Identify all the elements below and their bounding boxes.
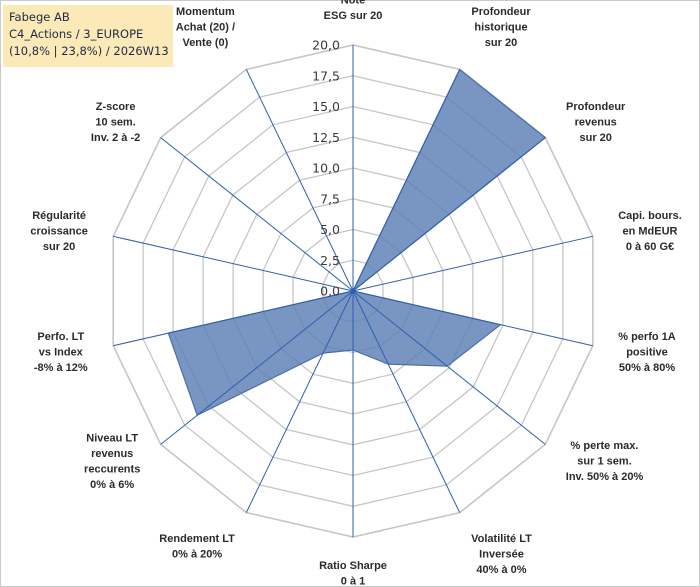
tick-label: 20,0 [312, 38, 340, 53]
axis-spoke [245, 69, 354, 292]
tick-label: 15,0 [312, 99, 340, 114]
chart-title-company: Fabege AB [9, 10, 70, 24]
axis-label: Z-score 10 sem. Inv. 2 à -2 [91, 101, 140, 144]
tick-label: 0,0 [320, 284, 340, 299]
axis-spoke [352, 137, 546, 292]
axis-label: Niveau LT revenus reccurents 0% à 6% [84, 432, 140, 491]
axis-spoke [160, 137, 354, 292]
axis-spoke [352, 69, 461, 292]
axis-spoke [113, 235, 354, 292]
axis-label: Volatilité LT Inversée 40% à 0% [471, 533, 532, 576]
tick-label: 12,5 [312, 130, 340, 145]
tick-layer: 0,0 2,5 5,0 7,5 10,0 12,5 15,0 17,5 20,0 [312, 38, 340, 299]
axis-spoke [352, 290, 593, 347]
axis-label: % perte max. sur 1 sem. Inv. 50% à 20% [566, 440, 644, 483]
axis-spoke [113, 290, 354, 347]
chart-title-stats: (10,8% | 23,8%) / 2026W13 [9, 44, 169, 58]
axis-spoke [352, 290, 461, 513]
axis-spoke [352, 290, 546, 445]
spoke-layer [113, 45, 593, 537]
tick-label: 10,0 [312, 161, 340, 176]
axis-spoke [160, 290, 354, 445]
tick-label: 5,0 [320, 222, 340, 237]
chart-title-box: Fabege AB C4_Actions / 3_EUROPE (10,8% |… [3, 5, 173, 67]
axis-spoke [352, 235, 593, 292]
axis-label: Profondeur historique sur 20 [471, 6, 531, 49]
series-layer [167, 68, 547, 417]
tick-label: 17,5 [312, 68, 340, 83]
axis-label: Capi. bours. en MdEUR 0 à 60 G€ [618, 210, 682, 253]
axis-label: % perfo 1A positive 50% à 80% [618, 331, 676, 374]
series-area [167, 68, 547, 417]
axis-label: Momentum Achat (20) / Vente (0) [176, 6, 235, 49]
axis-label: Ratio Sharpe 0 à 1 [319, 560, 387, 587]
tick-label: 7,5 [320, 191, 340, 206]
axis-label: Perfo. LT vs Index -8% à 12% [34, 331, 88, 374]
tick-label: 2,5 [320, 253, 340, 268]
axis-label: Note ESG sur 20 [324, 0, 383, 22]
axis-label: Rendement LT 0% à 20% [159, 533, 235, 561]
axis-label: Régularité croissance sur 20 [30, 210, 87, 253]
axis-spoke [245, 290, 354, 513]
axis-label: Profondeur revenus sur 20 [566, 101, 626, 144]
chart-title-category: C4_Actions / 3_EUROPE [9, 27, 144, 41]
label-layer: Note ESG sur 20 Profondeur historique sur 20… [30, 0, 681, 587]
